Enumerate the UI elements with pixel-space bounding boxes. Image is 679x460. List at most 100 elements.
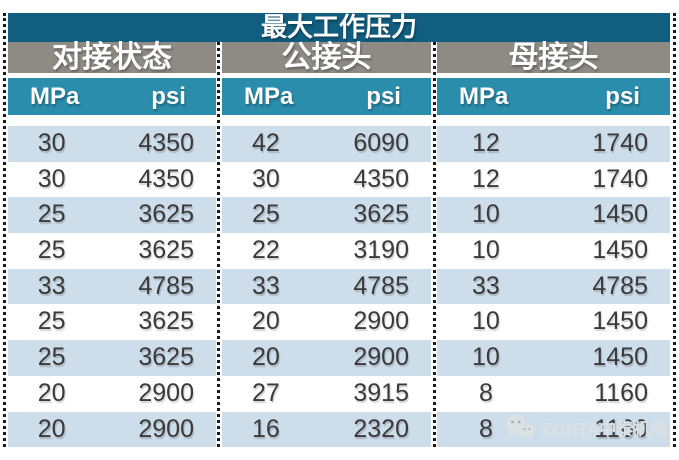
cell-mpa: 22 xyxy=(251,236,280,265)
cell-mpa: 25 xyxy=(37,343,66,372)
unit-label-mpa: MPa xyxy=(30,83,80,110)
table-row: 33 4785 xyxy=(222,268,431,305)
table-body: 对接状态 MPa psi 30 4350 30 4350 25 3625 25 3625 33 4… xyxy=(8,42,670,448)
table-row: 10 1450 xyxy=(437,197,670,234)
table-row: 10 1450 xyxy=(437,233,670,269)
cell-mpa: 33 xyxy=(472,271,500,300)
data-rows: 12 1740 12 1740 10 1450 10 1450 33 4785 10 1450 10 14… xyxy=(437,126,670,448)
cell-psi: 2900 xyxy=(353,343,409,372)
cell-mpa: 25 xyxy=(251,200,280,229)
table-row: 12 1740 xyxy=(437,161,670,198)
cell-mpa: 20 xyxy=(37,414,66,443)
table-row: 42 6090 xyxy=(222,126,431,162)
units-row: MPa psi xyxy=(437,78,670,115)
cell-psi: 3625 xyxy=(138,236,194,265)
table-row: 16 2320 xyxy=(222,411,431,448)
cell-mpa: 10 xyxy=(472,200,500,229)
cell-mpa: 16 xyxy=(251,414,280,443)
units-row: MPa psi xyxy=(222,78,431,115)
cell-psi: 1450 xyxy=(592,343,648,372)
cell-psi: 1740 xyxy=(592,129,648,157)
group-header-docked: 对接状态 xyxy=(8,42,216,73)
cell-psi: 3625 xyxy=(138,343,194,372)
table-row: 25 3625 xyxy=(8,304,216,341)
dotted-separator-1 xyxy=(217,42,220,447)
cell-mpa: 10 xyxy=(472,343,500,372)
unit-label-psi: psi xyxy=(151,83,186,110)
table-row: 25 3625 xyxy=(222,197,431,234)
table-row: 20 2900 xyxy=(8,411,216,448)
table-row: 20 2900 xyxy=(222,340,431,376)
cell-psi: 6090 xyxy=(353,129,409,157)
cell-mpa: 30 xyxy=(251,164,280,193)
cell-psi: 4350 xyxy=(138,129,194,157)
cell-mpa: 27 xyxy=(251,378,280,407)
unit-label-mpa: MPa xyxy=(459,83,509,110)
cell-psi: 3915 xyxy=(353,378,409,407)
cell-psi: 2900 xyxy=(138,414,194,443)
dotted-separator-2 xyxy=(433,42,436,447)
table-row: 20 2900 xyxy=(222,304,431,341)
cell-mpa: 42 xyxy=(251,129,280,157)
cell-psi: 2320 xyxy=(353,414,409,443)
cell-psi: 1450 xyxy=(592,236,648,265)
column-group-female: 母接头 MPa psi 12 1740 12 1740 10 1450 10 1450 33 47… xyxy=(437,42,670,448)
cell-mpa: 12 xyxy=(472,129,500,157)
table-row: 25 3625 xyxy=(8,233,216,269)
cell-psi: 3625 xyxy=(138,200,194,229)
group-header-male: 公接头 xyxy=(222,42,431,73)
cell-psi: 4350 xyxy=(353,164,409,193)
table-row: 20 2900 xyxy=(8,375,216,412)
table-row: 30 4350 xyxy=(222,161,431,198)
table-row: 12 1740 xyxy=(437,126,670,162)
cell-mpa: 30 xyxy=(37,129,66,157)
cell-mpa: 20 xyxy=(251,307,280,336)
cell-psi: 3190 xyxy=(353,236,409,265)
cell-psi: 3625 xyxy=(138,307,194,336)
cell-mpa: 25 xyxy=(37,236,66,265)
unit-label-psi: psi xyxy=(366,83,401,110)
group-header-female: 母接头 xyxy=(437,42,670,73)
table-row: 30 4350 xyxy=(8,161,216,198)
cell-mpa: 20 xyxy=(37,378,66,407)
cell-psi: 1160 xyxy=(594,414,648,443)
column-group-docked: 对接状态 MPa psi 30 4350 30 4350 25 3625 25 3625 33 4… xyxy=(8,42,216,448)
cell-psi: 4350 xyxy=(138,164,194,193)
cell-mpa: 25 xyxy=(37,200,66,229)
cell-psi: 4785 xyxy=(592,271,648,300)
data-rows: 42 6090 30 4350 25 3625 22 3190 33 4785 20 2900 20 29… xyxy=(222,126,431,448)
unit-label-psi: psi xyxy=(605,83,640,110)
cell-mpa: 8 xyxy=(478,378,493,407)
cell-psi: 1160 xyxy=(594,378,648,407)
cell-mpa: 30 xyxy=(37,164,66,193)
table-row: 8 1160 xyxy=(437,375,670,412)
cell-psi: 4785 xyxy=(353,271,409,300)
cell-mpa: 8 xyxy=(478,414,493,443)
cell-psi: 3625 xyxy=(353,200,409,229)
cell-mpa: 10 xyxy=(472,307,500,336)
cell-psi: 2900 xyxy=(138,378,194,407)
table-row: 30 4350 xyxy=(8,126,216,162)
cell-mpa: 33 xyxy=(37,271,66,300)
table-row: 25 3625 xyxy=(8,340,216,376)
cell-psi: 1450 xyxy=(592,200,648,229)
table-row: 33 4785 xyxy=(8,268,216,305)
dotted-border-left xyxy=(3,13,6,447)
cell-mpa: 33 xyxy=(251,271,280,300)
table-row: 27 3915 xyxy=(222,375,431,412)
table-row: 25 3625 xyxy=(8,197,216,234)
table-row: 33 4785 xyxy=(437,268,670,305)
cell-mpa: 12 xyxy=(472,164,500,193)
column-group-male: 公接头 MPa psi 42 6090 30 4350 25 3625 22 3190 33 47… xyxy=(222,42,431,448)
cell-mpa: 20 xyxy=(251,343,280,372)
cell-psi: 1450 xyxy=(592,307,648,336)
unit-label-mpa: MPa xyxy=(244,83,294,110)
cell-psi: 2900 xyxy=(353,307,409,336)
table-title: 最大工作压力 xyxy=(8,13,670,42)
units-row: MPa psi xyxy=(8,78,216,115)
table-row: 8 1160 xyxy=(437,411,670,448)
data-rows: 30 4350 30 4350 25 3625 25 3625 33 4785 25 3625 25 36… xyxy=(8,126,216,448)
table-row: 10 1450 xyxy=(437,340,670,376)
table-row: 22 3190 xyxy=(222,233,431,269)
